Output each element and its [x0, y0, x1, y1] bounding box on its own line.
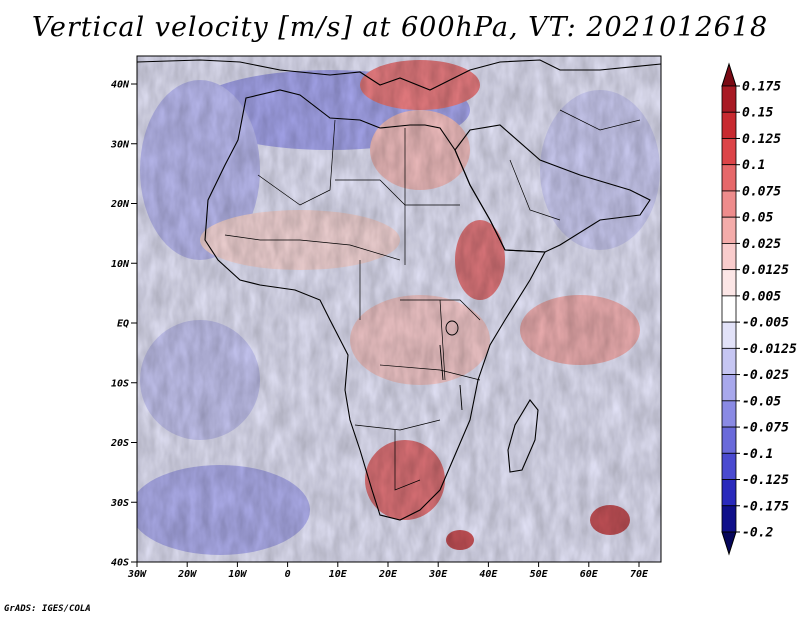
colorbar-segment	[721, 400, 737, 428]
colorbar-label: -0.125	[742, 473, 789, 488]
colorbar-segment	[721, 295, 737, 323]
colorbar-label: 0.15	[742, 106, 773, 121]
colorbar-label: 0.175	[742, 80, 781, 95]
colorbar-bottom-triangle	[721, 531, 737, 556]
country-borders	[224, 109, 641, 491]
colorbar-segment	[721, 426, 737, 454]
africa-coastline	[204, 89, 546, 521]
lon-tick-label: 50E	[530, 569, 549, 580]
lat-tick-label: 40S	[111, 558, 129, 569]
lon-tick-label: 20W	[177, 569, 197, 580]
colorbar-label: -0.075	[742, 421, 789, 436]
colorbar-label: 0.075	[742, 184, 781, 199]
colorbar-label: -0.005	[742, 316, 789, 331]
map-title: Vertical velocity [m/s] at 600hPa, VT: 2…	[31, 12, 769, 43]
velocity-field-noise-blue	[137, 56, 661, 562]
colorbar-segment	[721, 85, 737, 113]
colorbar-label: 0.025	[742, 237, 781, 252]
lat-tick-label: 10S	[111, 378, 129, 389]
border-iran	[559, 109, 641, 131]
border-maghreb	[257, 119, 336, 206]
border-angola-zambia	[354, 419, 441, 431]
colorbar-segment	[721, 190, 737, 218]
madagascar-coastline	[507, 399, 539, 473]
border-congo-tanzania	[379, 364, 481, 381]
colorbar-segment	[721, 452, 737, 480]
colorbar-label: 0.05	[742, 211, 773, 226]
lon-tick-label: 30E	[428, 569, 448, 580]
lat-tick-label: 40N	[111, 80, 130, 91]
colorbar-label: -0.2	[742, 526, 773, 541]
arabia-coastline	[454, 124, 651, 253]
colorbar-segment	[721, 138, 737, 166]
colorbar-label: 0.0125	[742, 263, 789, 278]
lakes	[439, 320, 463, 411]
lat-tick-label: 30S	[110, 498, 129, 509]
colorbar-label: -0.175	[742, 499, 789, 514]
lon-tick-label: 40E	[479, 569, 498, 580]
border-central-africa	[400, 299, 481, 321]
colorbar: 0.175 0.15 0.125 0.1 0.075 0.05 0.025 0.0125 0.0…	[721, 62, 797, 556]
colorbar-segment	[721, 216, 737, 244]
longitude-axis: 30W 20W 10W 0 10E 20E 30E 40E 50E 60E 70E	[127, 562, 649, 580]
latitude-axis: 40N 30N 20N 10N EQ 10S 20S 30S 40S	[110, 80, 137, 569]
lon-tick-label: 70E	[630, 569, 649, 580]
coastlines	[137, 59, 661, 521]
lake-malawi	[459, 384, 463, 411]
border-sahara	[335, 179, 460, 206]
lon-tick-label: 20E	[378, 569, 398, 580]
colorbar-label: 0.125	[742, 132, 781, 147]
colorbar-top-triangle	[721, 62, 737, 87]
colorbar-segment	[721, 505, 737, 533]
lon-tick-label: 10W	[228, 569, 247, 580]
plot-area	[137, 56, 661, 562]
lat-tick-label: 20N	[110, 199, 130, 210]
europe-coastline	[137, 59, 661, 91]
lon-tick-label: 60E	[580, 569, 599, 580]
colorbar-segment	[721, 111, 737, 139]
colorbar-segment	[721, 269, 737, 297]
border-sahel	[224, 234, 401, 261]
border-great-lakes	[439, 299, 446, 381]
colorbar-label: 0.1	[742, 158, 765, 173]
colorbar-segment	[721, 347, 737, 375]
plot-frame	[136, 55, 662, 563]
lat-tick-label: 20S	[110, 438, 129, 449]
colorbar-label: -0.025	[742, 368, 789, 383]
lat-tick-label: 30N	[110, 139, 130, 150]
colorbar-label: -0.0125	[742, 342, 797, 357]
colorbar-label: -0.05	[742, 394, 781, 409]
colorbar-segment	[721, 243, 737, 271]
colorbar-label: -0.1	[742, 447, 773, 462]
colorbar-segment	[721, 321, 737, 349]
lon-tick-label: 0	[285, 569, 291, 580]
colorbar-segment	[721, 479, 737, 507]
border-arabia	[509, 159, 561, 221]
lake-victoria	[445, 320, 459, 336]
lat-tick-label: EQ	[117, 319, 129, 330]
colorbar-segment	[721, 374, 737, 402]
lat-tick-label: 10N	[111, 259, 130, 270]
grads-credit: GrADS: IGES/COLA	[4, 604, 91, 614]
lake-tanganyika	[439, 344, 444, 381]
colorbar-label: 0.005	[742, 289, 781, 304]
colorbar-segment	[721, 164, 737, 192]
border-namibia-botswana	[394, 430, 421, 491]
lon-tick-label: 10E	[329, 569, 348, 580]
lon-tick-label: 30W	[127, 569, 147, 580]
